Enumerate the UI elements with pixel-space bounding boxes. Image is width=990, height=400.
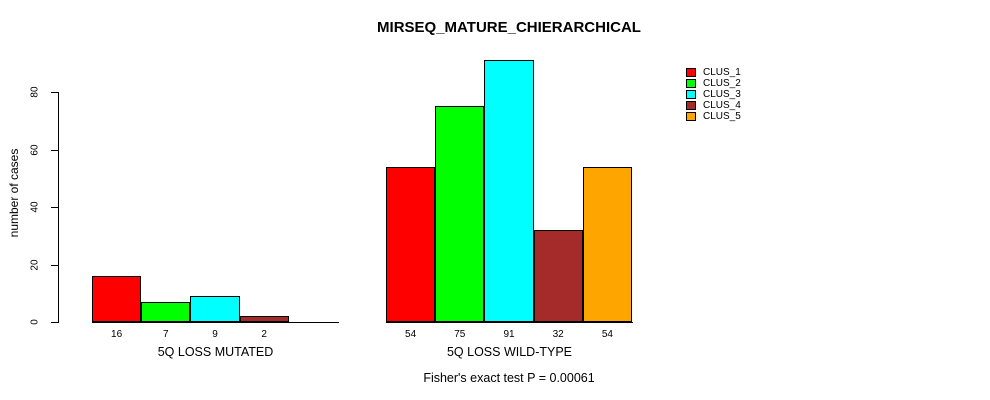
legend-row: CLUS_4 (686, 100, 741, 112)
legend-swatch-clus_2 (686, 78, 696, 88)
legend-swatch-clus_5 (686, 112, 696, 122)
legend-swatch-clus_3 (686, 89, 696, 99)
bar-clus_1-group2 (386, 166, 436, 322)
y-tick-mark (51, 92, 59, 93)
bar-clus_3-group1 (190, 296, 240, 322)
y-tick-label: 0 (29, 319, 41, 325)
legend-label: CLUS_5 (703, 111, 741, 123)
bar-value-label: 9 (212, 329, 218, 340)
bar-value-label: 32 (552, 329, 564, 340)
legend-label: CLUS_3 (703, 88, 741, 100)
bar-value-label: 91 (503, 329, 515, 340)
bar-value-label: 7 (163, 329, 169, 340)
y-tick-mark (51, 264, 59, 266)
y-axis-title: number of cases (7, 148, 21, 238)
legend-row: CLUS_5 (686, 111, 741, 123)
legend-label: CLUS_4 (703, 100, 741, 112)
bar-clus_4-group2 (533, 230, 583, 322)
y-tick-label: 80 (29, 86, 41, 98)
bar-clus_2-group2 (435, 106, 485, 322)
y-tick-label: 40 (29, 201, 41, 213)
bar-value-label: 54 (601, 329, 613, 340)
bar-clus_5-group2 (582, 166, 632, 322)
legend-row: CLUS_3 (686, 88, 741, 100)
bar-clus_3-group2 (484, 60, 534, 322)
chart-title: MIRSEQ_MATURE_CHIERARCHICAL (377, 19, 641, 36)
legend-row: CLUS_2 (686, 77, 741, 89)
legend-swatch-clus_4 (686, 101, 696, 111)
y-tick-label: 60 (29, 143, 41, 156)
bar-value-label: 16 (111, 329, 123, 340)
legend-label: CLUS_2 (703, 77, 741, 89)
bar-value-label: 2 (261, 329, 267, 340)
legend-row: CLUS_1 (686, 66, 741, 78)
bar-clus_4-group1 (239, 316, 289, 322)
group-label: 5Q LOSS MUTATED (157, 345, 274, 359)
legend-swatch-clus_1 (686, 67, 696, 77)
y-tick-label: 20 (29, 258, 41, 271)
x-baseline (92, 322, 339, 323)
group-label: 5Q LOSS WILD-TYPE (446, 345, 573, 359)
fisher-test-annotation: Fisher's exact test P = 0.00061 (423, 371, 595, 385)
bar-clus_1-group1 (92, 276, 142, 322)
x-baseline (386, 322, 633, 323)
bar-value-label: 75 (454, 329, 466, 340)
bar-clus_2-group1 (141, 301, 191, 322)
y-tick-mark (51, 149, 59, 151)
y-tick-mark (51, 207, 59, 208)
y-tick-mark (51, 322, 59, 323)
bar-value-label: 54 (405, 329, 417, 340)
legend-label: CLUS_1 (703, 66, 741, 78)
